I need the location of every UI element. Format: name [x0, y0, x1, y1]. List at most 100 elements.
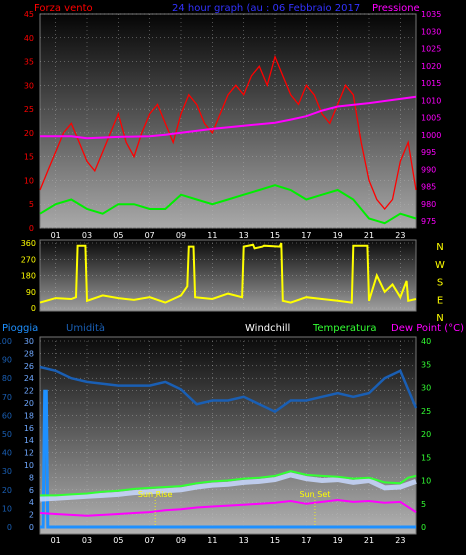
- y-tick-label-humidity: 100: [0, 337, 12, 346]
- y-tick-label-humidity: 80: [2, 374, 12, 383]
- y-tick-label-humidity: 20: [2, 486, 12, 495]
- y-tick-label-rain: 18: [24, 411, 34, 420]
- y-tick-label-rain: 24: [24, 374, 34, 383]
- y-tick-label-rain: 22: [24, 387, 34, 396]
- y-tick-label-direction: 180: [21, 272, 36, 281]
- humidity-temperature-tick-labels: 0102030405060708090100024681012141618202…: [0, 337, 431, 545]
- y-tick-label-pressure: 1030: [421, 27, 441, 36]
- wind-direction-line: [39, 242, 417, 304]
- pressure-label: Pressione: [372, 3, 420, 14]
- y-tick-label-wind: 0: [29, 224, 34, 233]
- y-tick-label-temperature: 20: [421, 430, 431, 439]
- y-tick-label-rain: 20: [24, 399, 34, 408]
- y-tick-label-pressure: 980: [421, 200, 436, 209]
- compass-label: N: [436, 242, 443, 253]
- y-tick-label-rain: 8: [29, 473, 34, 482]
- x-tick-label: 21: [364, 536, 374, 545]
- wind-speed-label: Forza vento: [34, 3, 93, 14]
- y-tick-label-direction: 360: [21, 239, 36, 248]
- y-tick-label-humidity: 10: [2, 504, 12, 513]
- y-tick-label-wind: 5: [29, 200, 34, 209]
- y-tick-label-rain: 0: [29, 523, 34, 532]
- windchill-line: [39, 472, 417, 502]
- y-tick-label-wind: 40: [24, 34, 34, 43]
- sun-events: Sun Rise Sun Set: [138, 490, 330, 527]
- x-tick-label: 15: [270, 536, 280, 545]
- x-tick-label: 05: [113, 231, 123, 240]
- y-tick-label-humidity: 0: [7, 523, 12, 532]
- y-tick-label-wind: 45: [24, 10, 34, 19]
- y-tick-label-humidity: 40: [2, 449, 12, 458]
- y-tick-label-wind: 15: [24, 153, 34, 162]
- y-tick-label-pressure: 1010: [421, 96, 441, 105]
- wind-pressure-tick-labels: 0510152025303540459759809859909951000100…: [24, 10, 442, 240]
- humidity-line: [39, 365, 418, 414]
- y-tick-label-wind: 25: [24, 105, 34, 114]
- y-tick-label-rain: 6: [29, 486, 34, 495]
- x-tick-label: 19: [333, 231, 343, 240]
- sunrise-label: Sun Rise: [138, 490, 173, 499]
- y-tick-label-rain: 26: [24, 362, 34, 371]
- y-tick-label-temperature: 10: [421, 477, 431, 486]
- x-tick-label: 19: [333, 536, 343, 545]
- compass-label: S: [437, 278, 443, 289]
- rain-line: [40, 389, 416, 529]
- wind-pressure-plot-area: [39, 13, 417, 229]
- y-tick-label-direction: 270: [21, 255, 36, 264]
- y-tick-label-temperature: 30: [421, 384, 431, 393]
- x-tick-label: 05: [113, 536, 123, 545]
- y-tick-label-pressure: 995: [421, 148, 436, 157]
- y-tick-label-rain: 4: [29, 498, 34, 507]
- x-tick-label: 13: [239, 231, 249, 240]
- y-tick-label-humidity: 70: [2, 393, 12, 402]
- compass-label: E: [437, 295, 443, 306]
- y-tick-label-rain: 16: [24, 424, 34, 433]
- rain-label: Pioggia: [2, 323, 38, 334]
- y-tick-label-wind: 20: [24, 129, 34, 138]
- y-tick-label-rain: 12: [24, 449, 34, 458]
- wind-average-line: [39, 184, 417, 225]
- x-tick-label: 23: [395, 231, 405, 240]
- dew-point-line: [39, 498, 417, 517]
- y-tick-label-humidity: 60: [2, 411, 12, 420]
- chart-title: 24 hour graph (au : 06 Febbraio 2017: [172, 3, 360, 14]
- x-tick-label: 17: [301, 231, 311, 240]
- x-tick-label: 09: [176, 231, 186, 240]
- y-tick-label-rain: 2: [29, 511, 34, 520]
- y-tick-label-wind: 35: [24, 58, 34, 67]
- y-tick-label-pressure: 1000: [421, 131, 441, 140]
- y-tick-label-humidity: 50: [2, 430, 12, 439]
- x-tick-label: 03: [82, 231, 92, 240]
- windchill-label: Windchill: [245, 323, 290, 334]
- y-tick-label-temperature: 0: [421, 523, 426, 532]
- sunset-label: Sun Set: [299, 490, 330, 499]
- dew-point-label: Dew Point (°C): [391, 323, 464, 334]
- y-tick-label-rain: 30: [24, 337, 34, 346]
- y-tick-label-pressure: 1020: [421, 62, 441, 71]
- y-tick-label-wind: 30: [24, 81, 34, 90]
- x-tick-label: 17: [301, 536, 311, 545]
- x-tick-label: 07: [145, 231, 155, 240]
- x-tick-label: 09: [176, 536, 186, 545]
- x-tick-label: 01: [51, 536, 61, 545]
- y-tick-label-pressure: 1035: [421, 10, 441, 19]
- y-tick-label-direction: 90: [26, 288, 36, 297]
- y-tick-label-rain: 14: [24, 436, 34, 445]
- y-tick-label-pressure: 1025: [421, 45, 441, 54]
- y-tick-label-humidity: 30: [2, 467, 12, 476]
- x-tick-label: 11: [207, 536, 217, 545]
- x-tick-label: 03: [82, 536, 92, 545]
- y-tick-label-temperature: 15: [421, 453, 431, 462]
- x-tick-label: 15: [270, 231, 280, 240]
- y-tick-label-pressure: 985: [421, 183, 436, 192]
- x-tick-label: 21: [364, 231, 374, 240]
- x-tick-label: 23: [395, 536, 405, 545]
- wind-pressure-grid: [40, 13, 416, 229]
- temperature-label: Temperatura: [312, 323, 377, 334]
- y-tick-label-pressure: 1005: [421, 114, 441, 123]
- y-tick-label-direction: 0: [31, 304, 36, 313]
- y-tick-label-temperature: 5: [421, 500, 426, 509]
- humidity-temperature-plot-area: [39, 336, 417, 535]
- y-tick-label-temperature: 25: [421, 407, 431, 416]
